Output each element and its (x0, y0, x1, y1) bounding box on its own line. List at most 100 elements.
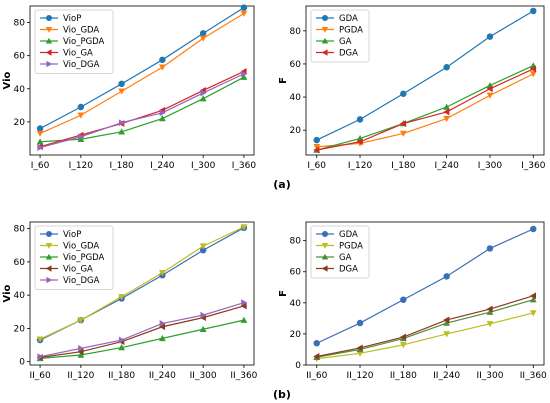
data-point (443, 115, 451, 122)
data-point (36, 130, 44, 137)
series-line (39, 305, 245, 359)
data-point (529, 65, 537, 73)
data-point (118, 336, 126, 344)
legend-swatch-marker (321, 253, 329, 260)
legend-swatch-marker (321, 14, 329, 22)
data-point (200, 89, 207, 97)
caption-a: (a) (273, 178, 290, 191)
series-vio-ga (36, 67, 247, 151)
x-tick-label: I_60 (307, 161, 326, 171)
legend-swatch-marker (321, 265, 328, 272)
x-tick-label: I_300 (478, 161, 503, 171)
data-point (399, 130, 407, 137)
data-point (240, 10, 248, 17)
legend-swatch-marker (45, 230, 53, 238)
series-vio-pgda (36, 73, 248, 145)
y-tick-label: 80 (290, 237, 302, 247)
x-tick-label: I_240 (434, 161, 459, 171)
legend-entry: Vio_PGDA (63, 37, 105, 47)
data-point (77, 135, 85, 142)
x-tick-label: I_120 (348, 161, 373, 171)
y-tick-label: 60 (290, 60, 302, 70)
data-point (77, 317, 85, 324)
data-point (159, 320, 166, 327)
y-tick-label: 60 (290, 268, 302, 278)
data-point (240, 316, 248, 323)
series-vio-gda (36, 10, 248, 137)
data-point (443, 108, 450, 116)
data-point (118, 344, 126, 351)
data-point (400, 296, 407, 303)
data-point (443, 331, 451, 338)
data-point (77, 112, 85, 119)
plot-frame (305, 5, 545, 156)
data-point (443, 103, 451, 110)
series-vio-gda (36, 224, 248, 343)
series-ga (313, 62, 537, 153)
legend-entry: Vio_GDA (63, 242, 99, 252)
data-point (158, 115, 166, 122)
y-tick-label: 80 (14, 19, 26, 29)
data-point (37, 353, 44, 361)
y-axis-label: Vio (2, 71, 13, 89)
series-line (316, 228, 534, 344)
data-point (200, 311, 207, 319)
data-point (77, 103, 85, 111)
legend-entry: DGA (339, 265, 358, 275)
data-point (240, 302, 247, 310)
legend-entry: Vio_GA (63, 49, 93, 59)
data-point (158, 323, 166, 331)
series-dga (313, 292, 537, 360)
legend-swatch-marker (45, 265, 52, 272)
legend-box (34, 225, 114, 290)
x-tick-label: II_180 (108, 371, 135, 381)
chart-a-left-vio: 20 40 60 80 I_60 I_120 I_180 I_240 I_300 I_360 Vio… (2, 4, 256, 171)
legend-entry: VioP (63, 230, 81, 240)
legend-swatch-marker (45, 26, 53, 33)
legend-box (310, 9, 370, 63)
series-line (39, 73, 245, 149)
x-tick-label: I_180 (109, 161, 134, 171)
data-point (529, 310, 537, 317)
data-point (486, 305, 493, 313)
data-point (486, 308, 494, 315)
legend-swatch-marker (321, 242, 329, 249)
plot-frame (29, 5, 255, 156)
legend-entry: Vio_GDA (63, 26, 99, 36)
x-tick-label: II_240 (433, 371, 460, 381)
data-point (529, 292, 537, 300)
data-point (199, 325, 207, 332)
x-tick-label: II_240 (149, 371, 176, 381)
data-point (486, 33, 494, 40)
data-point (199, 95, 207, 102)
data-point (118, 294, 126, 301)
series-line (316, 295, 534, 358)
data-point (443, 64, 450, 71)
y-tick-label: 80 (290, 27, 302, 37)
data-point (399, 342, 407, 349)
legend-swatch-marker (321, 230, 329, 238)
data-point (158, 269, 166, 277)
x-tick-label: I_120 (69, 161, 94, 171)
data-point (158, 64, 166, 71)
x-tick-label: I_300 (191, 161, 216, 171)
x-tick-label: I_240 (150, 161, 175, 171)
data-point (400, 90, 407, 97)
legend-entry: GA (339, 253, 352, 263)
data-point (443, 273, 450, 280)
data-point (199, 30, 207, 37)
series-line (39, 7, 245, 130)
data-point (118, 80, 125, 88)
series-line (316, 10, 534, 141)
x-tick-label: II_360 (230, 371, 257, 381)
data-point (241, 70, 248, 78)
series-line (39, 226, 245, 340)
series-line (316, 68, 534, 151)
x-tick-label: I_360 (232, 161, 257, 171)
data-point (313, 340, 320, 347)
data-point (37, 144, 44, 151)
series-line (316, 312, 534, 360)
